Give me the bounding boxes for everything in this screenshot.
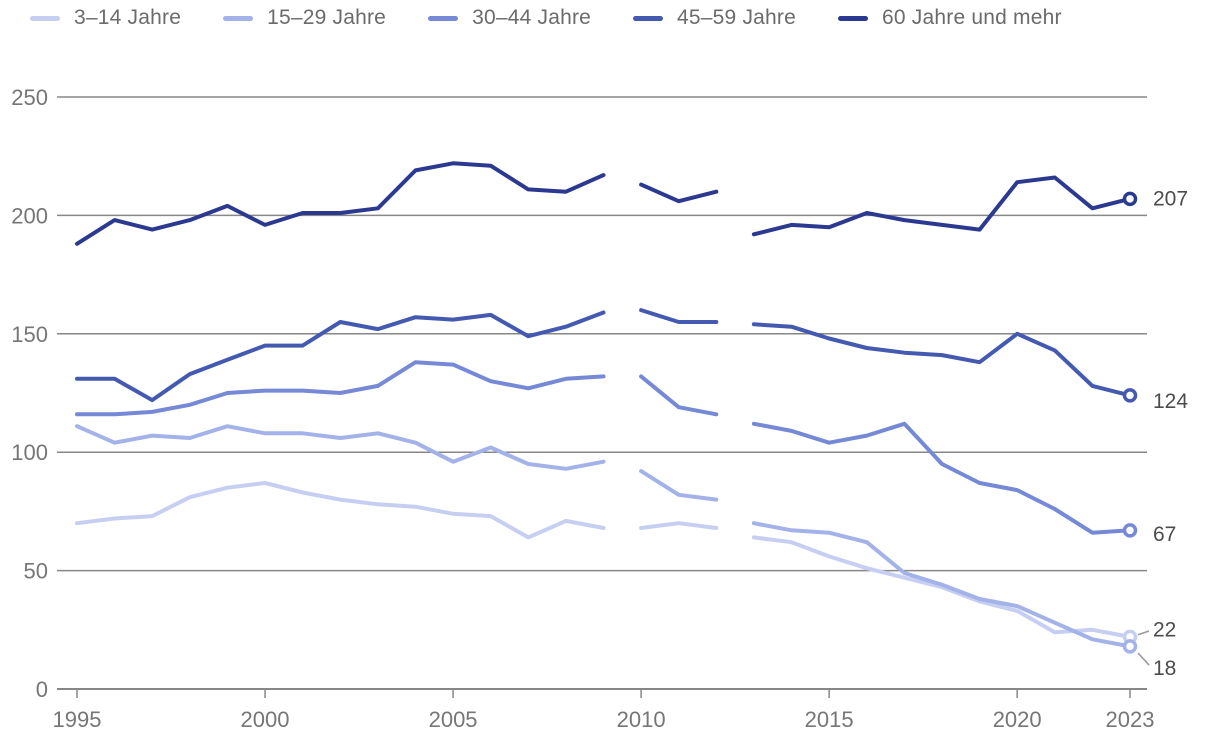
series-line <box>75 481 606 540</box>
legend-label: 30–44 Jahre <box>472 6 592 29</box>
end-value-label: 67 <box>1153 523 1176 546</box>
end-marker <box>1122 639 1138 654</box>
x-axis-tick-label: 2000 <box>241 707 290 732</box>
legend-item-60-plus: 60 Jahre und mehr <box>838 6 1062 30</box>
end-marker <box>1122 191 1138 207</box>
series-line <box>639 521 719 530</box>
x-axis-tick-label: 2010 <box>617 707 666 732</box>
series-line <box>639 308 719 324</box>
x-axis-tick-label: 2020 <box>993 707 1042 732</box>
series-line <box>75 161 606 246</box>
end-marker <box>1122 388 1138 403</box>
end-marker <box>1122 523 1138 538</box>
legend-swatch <box>428 15 459 21</box>
end-label-leader <box>1137 652 1150 666</box>
series-line <box>75 424 606 471</box>
series-line <box>639 374 719 417</box>
series-line <box>639 182 719 204</box>
x-axis-tick-label: 2023 <box>1106 707 1155 732</box>
legend-label: 45–59 Jahre <box>677 6 796 29</box>
legend-item-45-59: 45–59 Jahre <box>633 6 796 30</box>
x-axis-tick-label: 2015 <box>805 707 854 732</box>
chart-legend: 3–14 Jahre 15–29 Jahre 30–44 Jahre 45–59… <box>30 6 1062 30</box>
legend-label: 15–29 Jahre <box>267 6 387 29</box>
end-value-label: 124 <box>1153 390 1188 413</box>
y-axis-tick-label: 50 <box>24 559 48 584</box>
y-axis-tick-label: 0 <box>36 677 48 702</box>
series-line <box>75 360 606 417</box>
legend-item-3-14: 3–14 Jahre <box>30 6 181 30</box>
series-line <box>751 175 1132 237</box>
end-value-label: 22 <box>1153 618 1176 641</box>
series-line <box>751 535 1132 639</box>
y-axis-tick-label: 150 <box>11 322 48 347</box>
y-axis-tick-label: 100 <box>11 440 48 465</box>
end-value-label: 18 <box>1153 657 1176 680</box>
series-line <box>751 421 1132 535</box>
end-label-leader <box>1137 630 1150 636</box>
legend-item-30-44: 30–44 Jahre <box>428 6 591 30</box>
y-axis-tick-label: 250 <box>11 85 48 110</box>
legend-swatch <box>633 15 664 21</box>
series-line <box>751 521 1132 649</box>
legend-swatch <box>30 15 60 21</box>
legend-swatch <box>838 15 868 21</box>
legend-label: 3–14 Jahre <box>74 6 182 29</box>
series-line <box>75 310 606 403</box>
y-axis-tick-label: 200 <box>11 203 48 228</box>
series-line <box>639 469 719 502</box>
legend-item-15-29: 15–29 Jahre <box>223 6 386 30</box>
x-axis-tick-label: 2005 <box>429 707 478 732</box>
legend-swatch <box>223 15 254 21</box>
x-axis-tick-label: 1995 <box>53 707 102 732</box>
series-line <box>751 322 1132 398</box>
legend-label: 60 Jahre und mehr <box>882 6 1062 29</box>
end-value-label: 207 <box>1153 187 1188 210</box>
